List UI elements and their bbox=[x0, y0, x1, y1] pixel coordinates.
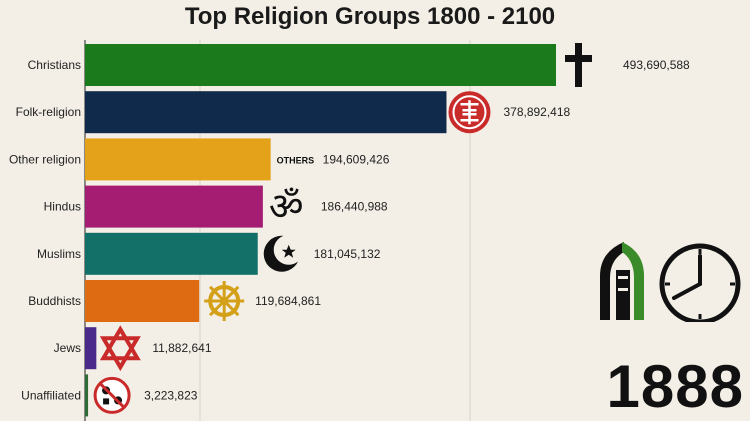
value-label: 493,690,588 bbox=[623, 58, 690, 72]
value-label: 11,882,641 bbox=[152, 341, 211, 355]
value-label: 186,440,988 bbox=[321, 200, 388, 214]
others-text-icon: OTHERS bbox=[277, 155, 315, 165]
bar-row-hindus: Hindus ॐ 186,440,988 bbox=[44, 185, 388, 229]
bar-row-unaffiliated: Unaffiliated 3,223,823 bbox=[21, 374, 198, 417]
crescent-star-icon bbox=[263, 234, 304, 272]
value-label: 3,223,823 bbox=[144, 388, 198, 402]
logo-tower bbox=[616, 270, 630, 320]
svg-text:ॐ: ॐ bbox=[269, 185, 304, 229]
value-label: 194,609,426 bbox=[323, 152, 390, 166]
bars: Christians 493,690,588 Folk-religion 378,89… bbox=[9, 43, 690, 417]
category-label: Christians bbox=[28, 58, 81, 72]
bar-row-buddhists: Buddhists 119,684,861 bbox=[28, 280, 321, 322]
bar bbox=[85, 185, 263, 228]
category-label: Hindus bbox=[44, 200, 81, 214]
logo-arch-left bbox=[600, 242, 624, 320]
bar bbox=[85, 232, 258, 275]
channel-logo bbox=[600, 242, 741, 322]
bar-row-jews: Jews 11,882,641 bbox=[54, 325, 212, 372]
bar bbox=[85, 138, 271, 181]
star-of-david-icon bbox=[99, 325, 141, 372]
category-label: Jews bbox=[54, 341, 81, 355]
category-label: Unaffiliated bbox=[21, 388, 81, 402]
bar-row-other-religion: Other religion OTHERS 194,609,426 bbox=[9, 138, 390, 181]
bar-row-folk-religion: Folk-religion 378,892,418 bbox=[16, 91, 571, 134]
category-label: Other religion bbox=[9, 152, 81, 166]
bar bbox=[85, 44, 556, 86]
category-label: Muslims bbox=[37, 247, 81, 261]
bar-row-christians: Christians 493,690,588 bbox=[28, 43, 690, 87]
svg-text:OTHERS: OTHERS bbox=[277, 155, 315, 165]
year-counter: 1888 bbox=[606, 353, 744, 420]
bar bbox=[85, 327, 97, 370]
logo-arch-right bbox=[622, 242, 644, 320]
category-label: Buddhists bbox=[28, 294, 81, 308]
bar bbox=[85, 280, 200, 322]
folk-symbol-icon bbox=[448, 91, 491, 134]
om-icon: ॐ bbox=[269, 185, 304, 229]
cross-icon bbox=[565, 43, 592, 87]
value-label: 378,892,418 bbox=[503, 105, 570, 119]
value-label: 119,684,861 bbox=[255, 294, 321, 308]
bar bbox=[85, 91, 447, 134]
value-label: 181,045,132 bbox=[314, 247, 381, 261]
chart-title: Top Religion Groups 1800 - 2100 bbox=[184, 3, 556, 30]
bar bbox=[85, 374, 89, 417]
unaffiliated-icon bbox=[93, 376, 131, 414]
bar-row-muslims: Muslims 181,045,132 bbox=[37, 232, 381, 275]
dharma-wheel-icon bbox=[204, 281, 245, 321]
category-label: Folk-religion bbox=[16, 105, 81, 119]
